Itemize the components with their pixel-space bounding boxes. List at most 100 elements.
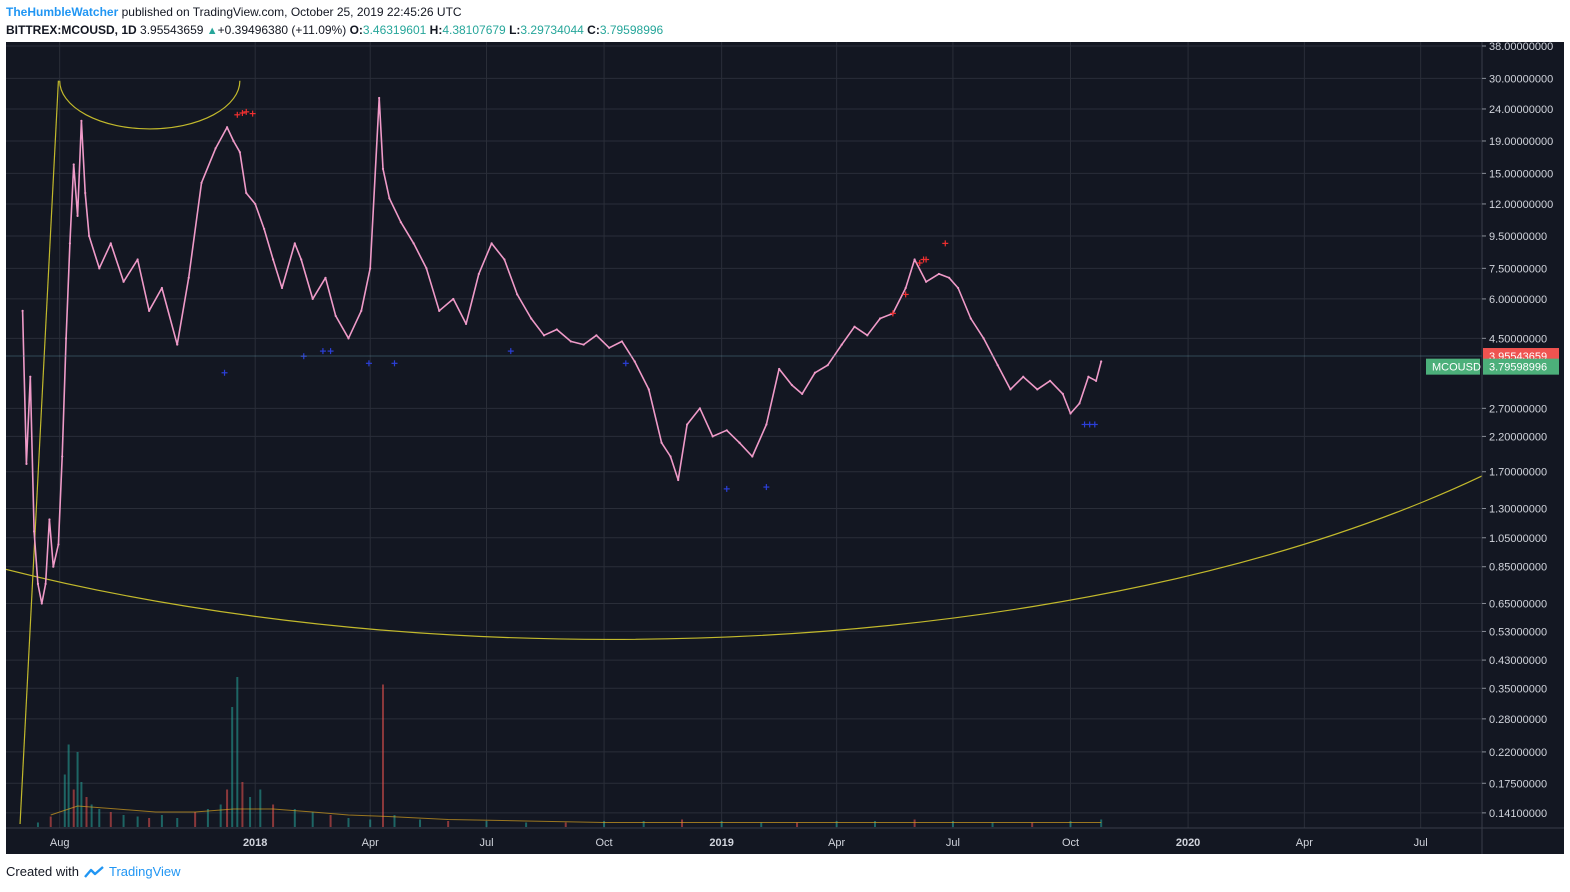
price-point (633, 360, 636, 363)
volume-bar (873, 821, 876, 827)
price-point (25, 462, 28, 465)
volume-ma-line (50, 805, 1102, 823)
open-value: 3.46319601 (362, 23, 427, 37)
price-point (293, 242, 296, 245)
volume-bar (160, 815, 163, 827)
trough-marker (723, 485, 730, 492)
price-point (452, 297, 455, 301)
open-label: O: (349, 23, 363, 37)
price-point (925, 280, 928, 283)
volume-bar (272, 804, 275, 827)
price-point (280, 286, 284, 290)
y-tick-label: 1.05000000 (1489, 533, 1547, 545)
last-price: 3.95543659 (140, 23, 204, 37)
volume-bar (485, 821, 488, 827)
high-label: H: (429, 23, 443, 37)
volume-bar (219, 804, 222, 827)
price-point (360, 309, 363, 312)
volume-bar (1031, 822, 1034, 827)
symbol-label: BITTREX:MCOUSD, 1D (6, 23, 137, 37)
volume-bar (80, 782, 83, 827)
price-chart[interactable]: 38.00000000 30.00000000 24.00000000 19.0000… (6, 42, 1564, 854)
price-point (1036, 388, 1039, 391)
price-point (64, 337, 68, 340)
peak-marker (234, 111, 241, 118)
volume-bar (293, 809, 296, 827)
price-point (33, 530, 36, 533)
price-point (36, 582, 40, 585)
price-point (40, 602, 43, 605)
price-point (1078, 402, 1081, 405)
price-point (232, 139, 235, 143)
y-tick-label: 0.65000000 (1489, 598, 1547, 610)
trough-marker (507, 348, 514, 355)
y-tick-label: 0.35000000 (1489, 683, 1547, 695)
price-point (595, 334, 598, 337)
price-point (866, 334, 869, 337)
tradingview-link[interactable]: TradingView (108, 864, 181, 879)
price-point (245, 191, 248, 195)
price-point (555, 328, 558, 331)
price-point (44, 582, 47, 585)
symbol-tag-box (1426, 358, 1480, 375)
price-point (1022, 375, 1025, 378)
x-tick-label: 2020 (1176, 837, 1200, 849)
price-point (516, 293, 519, 296)
price-point (647, 388, 650, 391)
price-point (324, 276, 327, 279)
peak-marker (889, 310, 896, 317)
volume-bar (951, 821, 954, 827)
author-link[interactable]: TheHumbleWatcher (6, 5, 119, 19)
price-point (778, 367, 781, 371)
trough-marker (622, 360, 629, 367)
price-point (840, 343, 843, 346)
price-point (187, 276, 190, 279)
price-point (388, 197, 391, 200)
y-tick-label: 2.20000000 (1489, 431, 1547, 443)
price-point (969, 317, 972, 320)
price-point (214, 147, 217, 150)
volume-bar (642, 821, 645, 827)
peak-marker (243, 108, 250, 115)
low-label: L: (509, 23, 521, 37)
x-tick-label: Apr (1296, 837, 1313, 849)
trough-marker (327, 348, 334, 355)
price-point (300, 258, 303, 261)
volume-bar (206, 809, 209, 827)
y-tick-label: 9.50000000 (1489, 231, 1547, 243)
volume-bar (98, 809, 101, 827)
price-point (948, 276, 951, 279)
price-point (660, 441, 663, 444)
trough-marker (1081, 421, 1088, 428)
y-tick-label: 1.30000000 (1489, 503, 1547, 515)
plot-background (6, 42, 1564, 854)
price-point (1094, 379, 1098, 382)
symbol-tag-text: MCOUSD (1432, 362, 1481, 374)
volume-bar (1100, 819, 1103, 827)
x-tick-label: Jul (946, 837, 960, 849)
price-point (148, 309, 151, 312)
volume-bar (681, 819, 684, 827)
y-tick-label: 0.43000000 (1489, 655, 1547, 667)
price-point (412, 242, 415, 245)
price-point (1100, 360, 1103, 363)
price-point (80, 119, 83, 122)
volume-bar (72, 789, 75, 827)
volume-bar (347, 818, 350, 827)
volume-bar (525, 822, 528, 827)
price-point (813, 371, 817, 374)
price-label-box (1483, 358, 1559, 375)
x-tick-label: Jul (1414, 837, 1428, 849)
price-point (76, 214, 79, 217)
price-point (52, 565, 55, 568)
y-tick-label: 6.00000000 (1489, 294, 1547, 306)
price-point (271, 258, 275, 261)
price-point (725, 429, 728, 432)
x-tick-label: Aug (50, 837, 70, 849)
x-tick-label: Oct (596, 837, 613, 849)
y-tick-label: 38.00000000 (1489, 42, 1553, 53)
trough-marker (1091, 421, 1098, 428)
y-tick-label: 4.50000000 (1489, 333, 1547, 345)
volume-bar (109, 812, 112, 827)
price-point (686, 423, 689, 426)
